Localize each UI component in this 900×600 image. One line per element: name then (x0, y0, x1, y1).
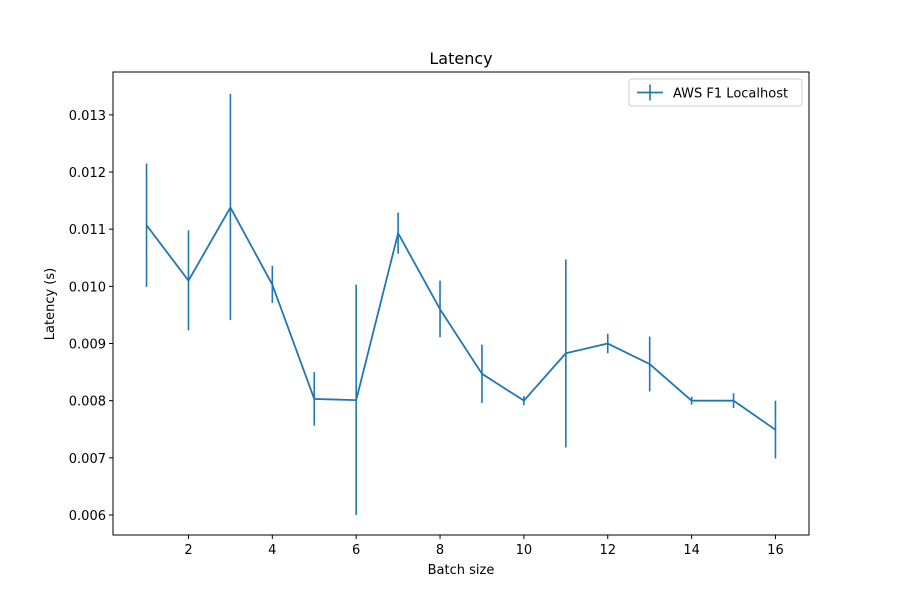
y-tick-label: 0.009 (69, 338, 106, 353)
y-tick-label: 0.011 (69, 223, 106, 238)
legend-label: AWS F1 Localhost (673, 87, 788, 102)
axes: 2 4 6 8 10 12 14 16 0.006 0.007 0.008 0.009 0.010 0.0… (69, 71, 810, 558)
x-tick-label: 10 (516, 543, 533, 558)
x-tick-label: 6 (352, 543, 360, 558)
y-tick-label: 0.013 (69, 109, 106, 124)
x-tick-label: 2 (184, 543, 192, 558)
plot-area (145, 93, 777, 515)
series-line (145, 206, 776, 431)
chart-title: Latency (429, 49, 492, 68)
y-tick-label: 0.010 (69, 280, 106, 295)
y-tick-label: 0.007 (69, 452, 106, 467)
legend-box (628, 78, 803, 107)
y-tick-label: 0.008 (69, 395, 106, 410)
y-axis-label: Latency (s) (43, 268, 58, 340)
x-tick-label: 12 (599, 543, 616, 558)
x-tick-label: 8 (436, 543, 444, 558)
plot-frame (112, 71, 810, 536)
x-tick-label: 14 (683, 543, 700, 558)
y-tick-label: 0.012 (69, 166, 106, 181)
x-axis-label: Batch size (428, 563, 495, 578)
y-tick-label: 0.006 (69, 509, 106, 524)
legend: AWS F1 Localhost (628, 78, 803, 107)
x-tick-label: 4 (268, 543, 276, 558)
x-tick-label: 16 (767, 543, 784, 558)
